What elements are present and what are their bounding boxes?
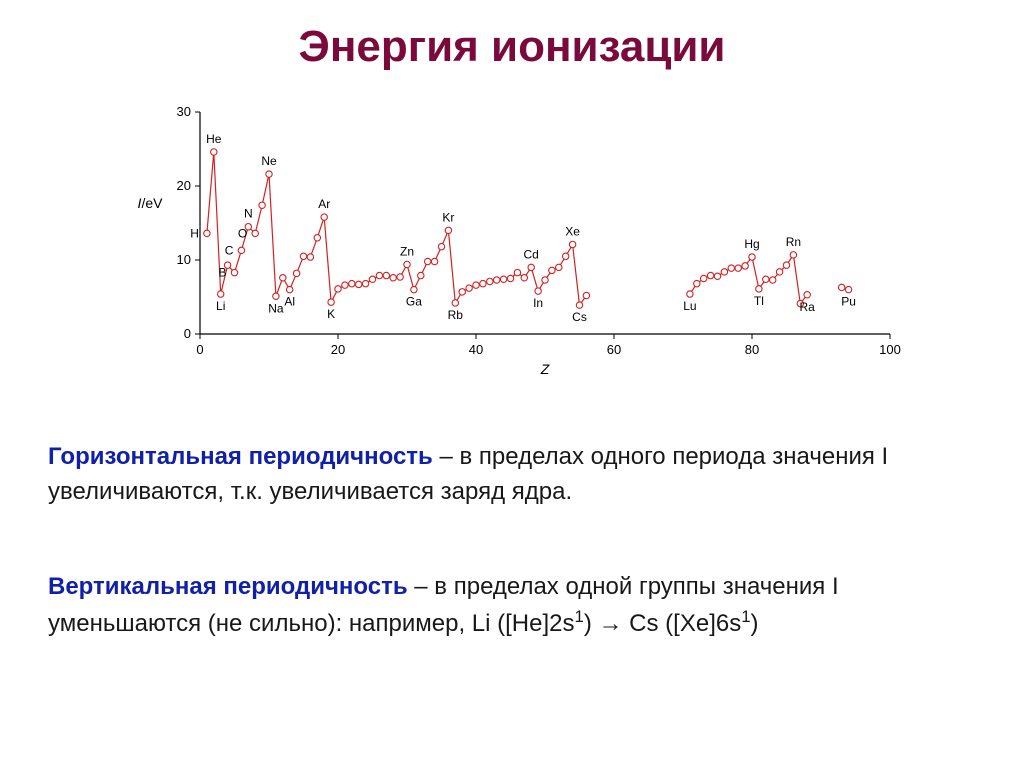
slide: Энергия ионизации 0 10 20 30 0 20 40 60 80 100 I/e… [0,0,1024,768]
svg-text:Ne: Ne [261,154,277,168]
svg-text:N: N [244,207,253,221]
svg-text:10: 10 [177,252,191,267]
paragraph-horizontal: Горизонтальная периодичность – в предела… [48,440,976,510]
svg-text:60: 60 [607,342,621,357]
svg-text:Zn: Zn [400,244,414,258]
svg-text:K: K [327,307,335,321]
svg-text:Hg: Hg [744,237,759,251]
svg-text:I/eV: I/eV [138,195,164,211]
term-vertical: Вертикальная периодичность [48,573,408,600]
svg-text:He: He [206,132,222,146]
svg-text:Kr: Kr [442,210,454,224]
p2-mid: ) → Cs ([Xe]6s [584,610,741,637]
svg-text:Cs: Cs [572,310,587,324]
svg-text:Rn: Rn [786,235,801,249]
svg-text:Li: Li [216,299,225,313]
svg-text:Rb: Rb [448,308,464,322]
page-title: Энергия ионизации [0,22,1024,72]
svg-text:Cd: Cd [524,247,539,261]
term-horizontal: Горизонтальная периодичность [48,443,433,470]
svg-text:30: 30 [177,104,191,119]
svg-text:20: 20 [177,178,191,193]
svg-text:In: In [533,296,543,310]
svg-text:C: C [225,243,234,257]
svg-text:Xe: Xe [565,224,580,238]
p2-after: ) [751,610,759,637]
svg-text:80: 80 [745,342,759,357]
p2-sup2: 1 [741,607,750,626]
ionization-chart: 0 10 20 30 0 20 40 60 80 100 I/eV Z H He Li BC NO Ne NaAl A… [130,92,910,382]
svg-text:Ga: Ga [406,295,422,309]
paragraph-vertical: Вертикальная периодичность – в пределах … [48,570,976,642]
svg-text:Lu: Lu [683,299,696,313]
svg-text:0: 0 [196,342,203,357]
svg-text:0: 0 [184,326,191,341]
svg-text:Na: Na [268,301,284,315]
svg-text:40: 40 [469,342,483,357]
p2-sup1: 1 [575,607,584,626]
svg-text:20: 20 [331,342,345,357]
svg-text:Ar: Ar [318,197,330,211]
svg-text:Pu: Pu [841,295,856,309]
svg-text:Tl: Tl [754,294,764,308]
svg-text:Ra: Ra [800,300,816,314]
svg-text:Al: Al [284,295,295,309]
svg-text:B: B [218,266,226,280]
svg-text:100: 100 [879,342,901,357]
chart-svg: 0 10 20 30 0 20 40 60 80 100 I/eV Z H He Li BC NO Ne NaAl A… [130,92,910,382]
svg-text:Z: Z [540,361,550,377]
svg-text:H: H [190,226,199,240]
svg-text:O: O [238,226,247,240]
